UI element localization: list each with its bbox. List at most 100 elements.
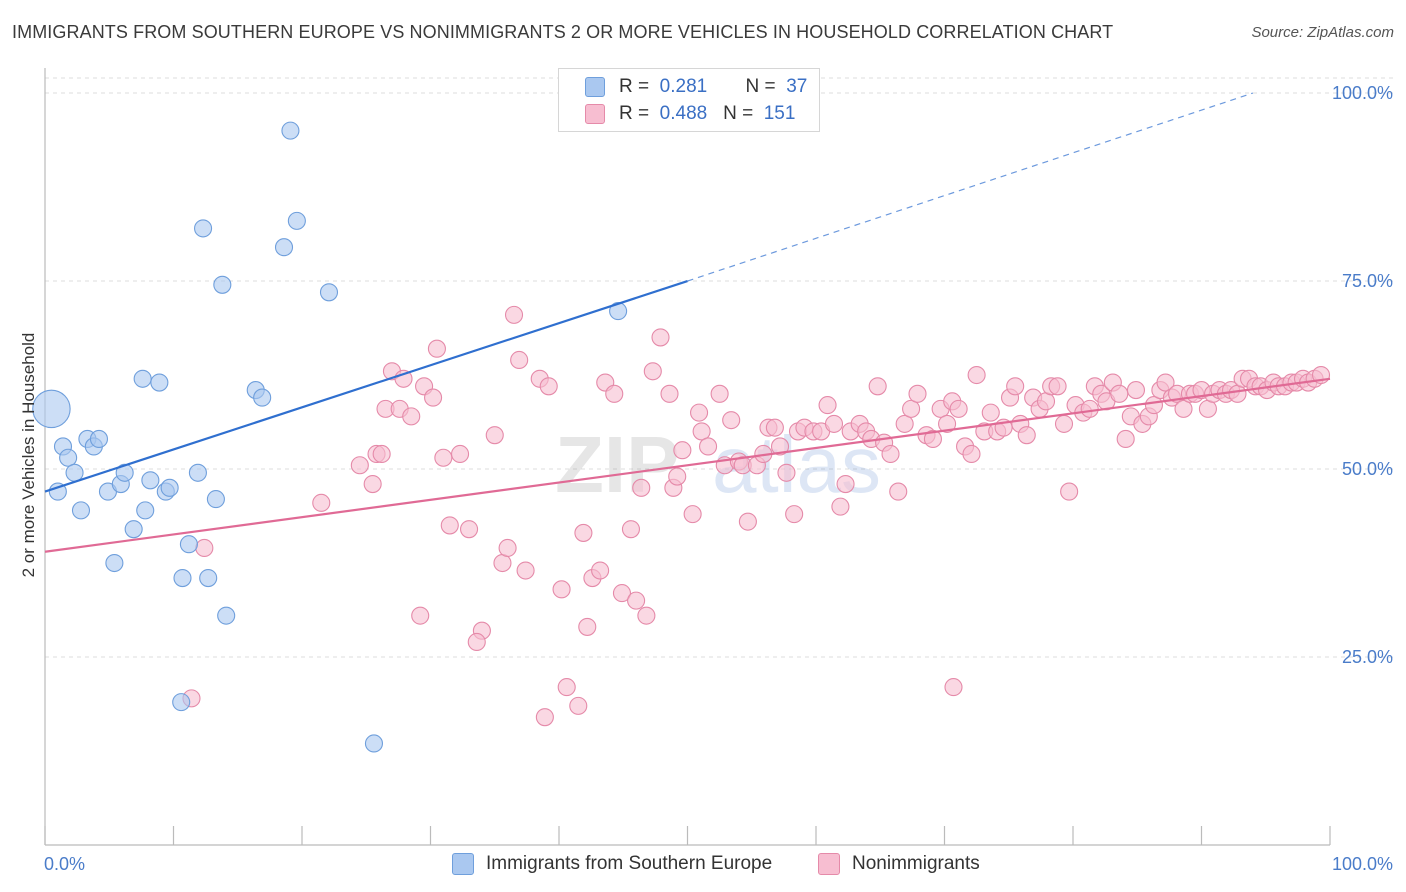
source-credit: Source: ZipAtlas.com	[1251, 24, 1394, 41]
nonimmigrant-point	[504, 305, 524, 324]
x-tick-label: 100.0%	[1332, 854, 1393, 874]
y-tick-label: 25.0%	[1342, 647, 1393, 667]
nonimmigrant-point	[668, 467, 687, 486]
nonimmigrant-point	[902, 399, 921, 418]
immigrant-point	[172, 693, 191, 712]
nonimmigrant-point	[1110, 384, 1129, 403]
legend-r-label: R =	[619, 76, 650, 97]
immigrant-point	[48, 482, 67, 501]
nonimmigrant-point	[923, 429, 942, 448]
legend-swatch-blue	[452, 853, 474, 875]
nonimmigrant-point	[1054, 414, 1074, 433]
immigrant-point	[105, 553, 124, 573]
nonimmigrant-point	[962, 444, 981, 464]
nonimmigrant-point	[673, 441, 692, 460]
nonimmigrant-point	[777, 463, 796, 482]
nonimmigrant-point	[569, 696, 588, 715]
nonimmigrant-point	[627, 591, 646, 610]
immigrant-point	[274, 238, 294, 257]
legend-r-value: 0.281	[659, 76, 708, 97]
nonimmigrant-point	[427, 339, 446, 358]
nonimmigrant-point	[722, 411, 741, 430]
y-tick-label: 75.0%	[1342, 271, 1393, 291]
immigrant-point	[609, 302, 628, 321]
legend-swatch-pink	[818, 853, 840, 875]
nonimmigrant-point	[908, 384, 927, 403]
bottom-legend-immigrants: Immigrants from Southern Europe	[452, 850, 772, 878]
nonimmigrants-trend-line	[44, 377, 1331, 553]
nonimmigrant-point	[485, 426, 504, 445]
immigrants-points	[32, 121, 628, 753]
nonimmigrant-point	[660, 384, 679, 403]
nonimmigrant-point	[1060, 482, 1079, 501]
nonimmigrant-point	[621, 520, 641, 539]
nonimmigrant-point	[895, 414, 914, 433]
y-tick-label: 100.0%	[1332, 83, 1393, 103]
legend-row-immigrants: R = 0.281 N = 37	[585, 74, 807, 100]
immigrant-point	[160, 478, 179, 497]
axes	[44, 68, 1331, 846]
nonimmigrant-point	[516, 561, 535, 580]
nonimmigrant-point	[765, 418, 784, 437]
bottom-legend-nonimmigrants: Nonimmigrants	[818, 850, 980, 878]
nonimmigrant-point	[557, 678, 576, 697]
nonimmigrant-point	[605, 384, 624, 403]
nonimmigrant-point	[574, 523, 593, 542]
nonimmigrant-point	[692, 422, 711, 441]
nonimmigrant-point	[578, 617, 597, 636]
immigrants-trend-line	[44, 279, 688, 493]
chart-title: IMMIGRANTS FROM SOUTHERN EUROPE VS NONIM…	[12, 22, 1114, 42]
nonimmigrant-point	[637, 606, 656, 625]
nonimmigrant-point	[1017, 426, 1036, 445]
nonimmigrant-point	[683, 505, 702, 524]
nonimmigrant-point	[1198, 399, 1217, 418]
nonimmigrant-point	[451, 444, 470, 464]
nonimmigrant-point	[434, 448, 453, 467]
correlation-legend: R = 0.281 N = 37 R = 0.488 N = 151	[558, 68, 820, 132]
nonimmigrant-point	[632, 478, 651, 497]
nonimmigrant-point	[824, 414, 844, 433]
nonimmigrant-point	[440, 516, 459, 535]
immigrant-point	[287, 211, 306, 230]
legend-n-label: N =	[745, 76, 776, 97]
watermark-zip: ZIP	[555, 420, 679, 509]
nonimmigrant-point	[1126, 381, 1146, 400]
nonimmigrant-point	[1144, 396, 1164, 415]
nonimmigrant-point	[424, 388, 443, 407]
legend-n-value: 37	[786, 76, 808, 97]
nonimmigrant-point	[818, 396, 837, 415]
nonimmigrant-point	[738, 512, 757, 531]
nonimmigrant-point	[372, 444, 391, 464]
immigrant-point	[199, 569, 218, 588]
tick-labels: 25.0% 50.0% 75.0% 100.0% 0.0% 100.0%	[44, 83, 1393, 874]
legend-r-label: R =	[619, 103, 650, 124]
immigrant-point	[206, 490, 225, 509]
nonimmigrant-point	[699, 437, 718, 456]
immigrant-point	[32, 389, 71, 429]
nonimmigrant-point	[459, 520, 479, 539]
legend-label-immigrants: Immigrants from Southern Europe	[486, 853, 773, 874]
nonimmigrant-point	[889, 482, 908, 501]
immigrant-point	[188, 463, 207, 482]
nonimmigrant-point	[881, 444, 900, 464]
nonimmigrant-point	[1228, 384, 1247, 403]
nonimmigrant-point	[539, 377, 558, 396]
nonimmigrant-point	[949, 399, 968, 418]
immigrant-point	[217, 606, 236, 625]
nonimmigrant-point	[831, 497, 850, 516]
nonimmigrant-point	[402, 407, 421, 426]
y-axis-label: 2 or more Vehicles in Household	[19, 333, 38, 578]
nonimmigrant-point	[690, 403, 709, 422]
x-tick-label: 0.0%	[44, 854, 85, 874]
nonimmigrant-point	[710, 384, 729, 403]
immigrant-point	[179, 535, 198, 554]
nonimmigrant-point	[510, 350, 529, 370]
grid-lines	[45, 77, 1395, 658]
nonimmigrant-point	[1156, 373, 1175, 392]
immigrant-point	[141, 471, 160, 490]
legend-swatch-blue	[585, 77, 605, 97]
nonimmigrant-point	[944, 678, 963, 697]
nonimmigrant-point	[1116, 429, 1135, 448]
legend-row-nonimmigrants: R = 0.488 N = 151	[585, 101, 795, 127]
